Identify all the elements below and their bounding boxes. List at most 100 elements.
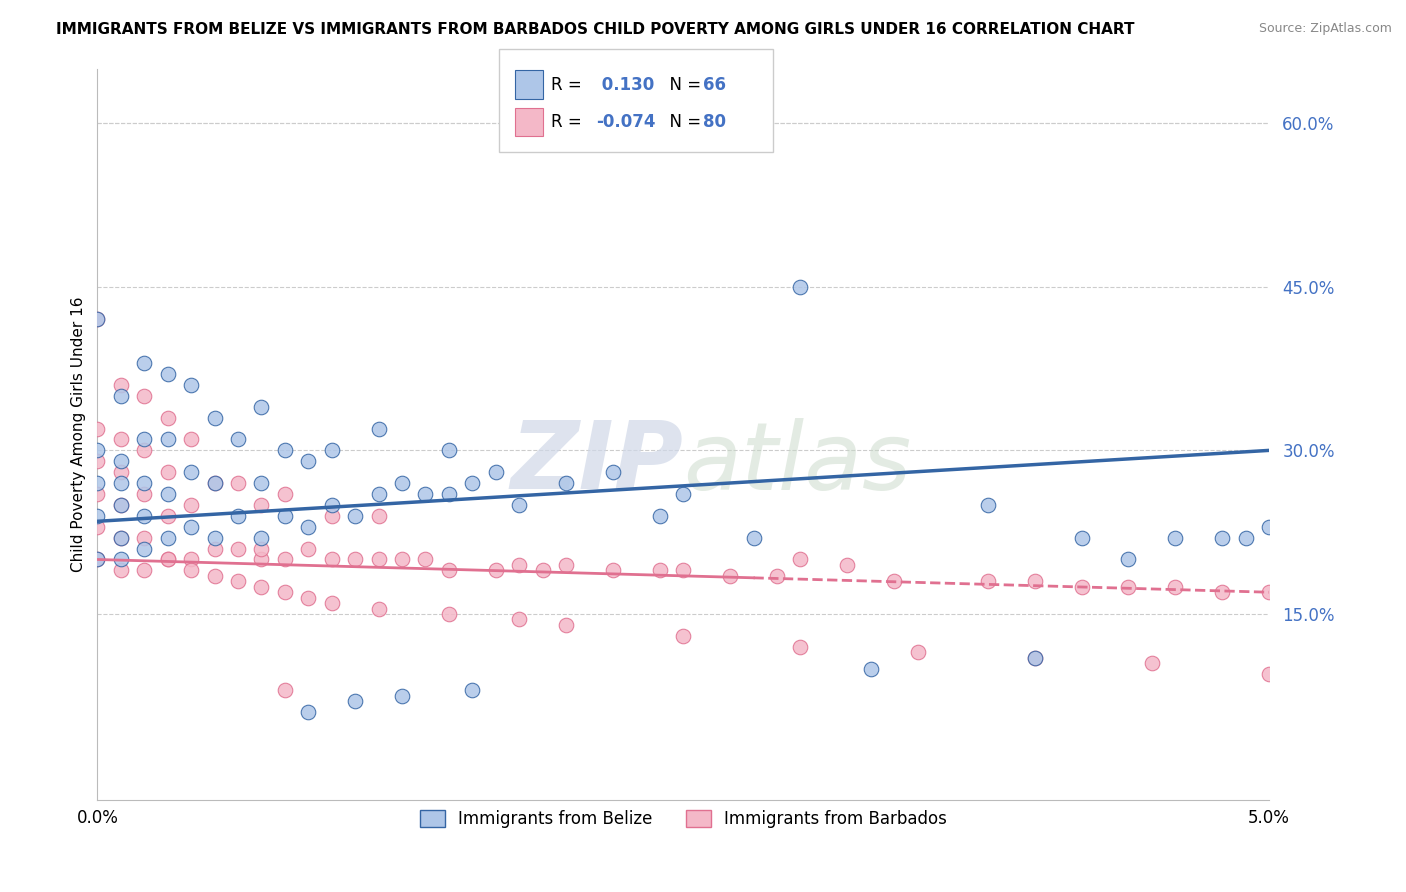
Text: 80: 80 bbox=[703, 113, 725, 131]
Point bbox=[1024, 650, 1046, 665]
Point bbox=[718, 569, 741, 583]
Point bbox=[602, 465, 624, 479]
Point bbox=[180, 378, 202, 392]
Point bbox=[204, 476, 226, 491]
Point bbox=[226, 433, 249, 447]
Point bbox=[789, 640, 811, 654]
Point bbox=[1258, 585, 1281, 599]
Point bbox=[180, 563, 202, 577]
Point bbox=[250, 498, 273, 512]
Point bbox=[391, 476, 413, 491]
Point bbox=[156, 531, 179, 545]
Point bbox=[156, 552, 179, 566]
Point bbox=[180, 433, 202, 447]
Point bbox=[86, 476, 108, 491]
Legend: Immigrants from Belize, Immigrants from Barbados: Immigrants from Belize, Immigrants from … bbox=[413, 804, 953, 835]
Point bbox=[156, 410, 179, 425]
Point bbox=[110, 433, 132, 447]
Point bbox=[134, 356, 156, 370]
Point bbox=[415, 487, 437, 501]
Point bbox=[977, 574, 1000, 589]
Point bbox=[367, 487, 389, 501]
Text: -0.074: -0.074 bbox=[596, 113, 655, 131]
Point bbox=[1258, 667, 1281, 681]
Point bbox=[508, 498, 530, 512]
Point bbox=[180, 465, 202, 479]
Point bbox=[134, 541, 156, 556]
Text: R =: R = bbox=[551, 113, 588, 131]
Point bbox=[367, 421, 389, 435]
Point bbox=[250, 580, 273, 594]
Point bbox=[86, 520, 108, 534]
Point bbox=[156, 487, 179, 501]
Point bbox=[461, 683, 484, 698]
Point bbox=[437, 443, 460, 458]
Point bbox=[297, 541, 319, 556]
Point bbox=[297, 591, 319, 605]
Point bbox=[86, 552, 108, 566]
Point bbox=[321, 552, 343, 566]
Point bbox=[134, 531, 156, 545]
Point bbox=[134, 443, 156, 458]
Point bbox=[602, 563, 624, 577]
Point bbox=[226, 508, 249, 523]
Point bbox=[204, 569, 226, 583]
Point bbox=[110, 563, 132, 577]
Point bbox=[110, 531, 132, 545]
Point bbox=[156, 367, 179, 381]
Point bbox=[86, 421, 108, 435]
Point bbox=[110, 378, 132, 392]
Point bbox=[648, 508, 671, 523]
Point bbox=[531, 563, 554, 577]
Point bbox=[250, 531, 273, 545]
Point bbox=[672, 563, 695, 577]
Point bbox=[415, 552, 437, 566]
Point bbox=[156, 433, 179, 447]
Point bbox=[437, 563, 460, 577]
Point bbox=[204, 541, 226, 556]
Point bbox=[367, 601, 389, 615]
Point bbox=[344, 508, 367, 523]
Point bbox=[134, 487, 156, 501]
Point bbox=[1024, 574, 1046, 589]
Point bbox=[485, 563, 508, 577]
Point bbox=[110, 465, 132, 479]
Point bbox=[110, 552, 132, 566]
Point bbox=[1164, 580, 1187, 594]
Point bbox=[1118, 580, 1140, 594]
Point bbox=[742, 531, 765, 545]
Point bbox=[250, 552, 273, 566]
Point bbox=[180, 520, 202, 534]
Point bbox=[134, 476, 156, 491]
Text: ZIP: ZIP bbox=[510, 417, 683, 509]
Point bbox=[883, 574, 905, 589]
Point bbox=[204, 531, 226, 545]
Point bbox=[86, 487, 108, 501]
Point bbox=[297, 454, 319, 468]
Point bbox=[437, 487, 460, 501]
Point bbox=[391, 552, 413, 566]
Point bbox=[297, 520, 319, 534]
Text: N =: N = bbox=[659, 76, 707, 94]
Point bbox=[508, 558, 530, 572]
Point bbox=[134, 433, 156, 447]
Text: 66: 66 bbox=[703, 76, 725, 94]
Point bbox=[274, 487, 297, 501]
Point bbox=[134, 563, 156, 577]
Point bbox=[86, 312, 108, 326]
Point bbox=[297, 705, 319, 719]
Point bbox=[110, 531, 132, 545]
Point bbox=[156, 465, 179, 479]
Point bbox=[1024, 650, 1046, 665]
Point bbox=[837, 558, 859, 572]
Text: Source: ZipAtlas.com: Source: ZipAtlas.com bbox=[1258, 22, 1392, 36]
Point bbox=[437, 607, 460, 621]
Point bbox=[1258, 520, 1281, 534]
Point bbox=[367, 508, 389, 523]
Point bbox=[274, 552, 297, 566]
Point bbox=[274, 585, 297, 599]
Point bbox=[274, 443, 297, 458]
Point bbox=[321, 596, 343, 610]
Point bbox=[110, 498, 132, 512]
Point bbox=[1118, 552, 1140, 566]
